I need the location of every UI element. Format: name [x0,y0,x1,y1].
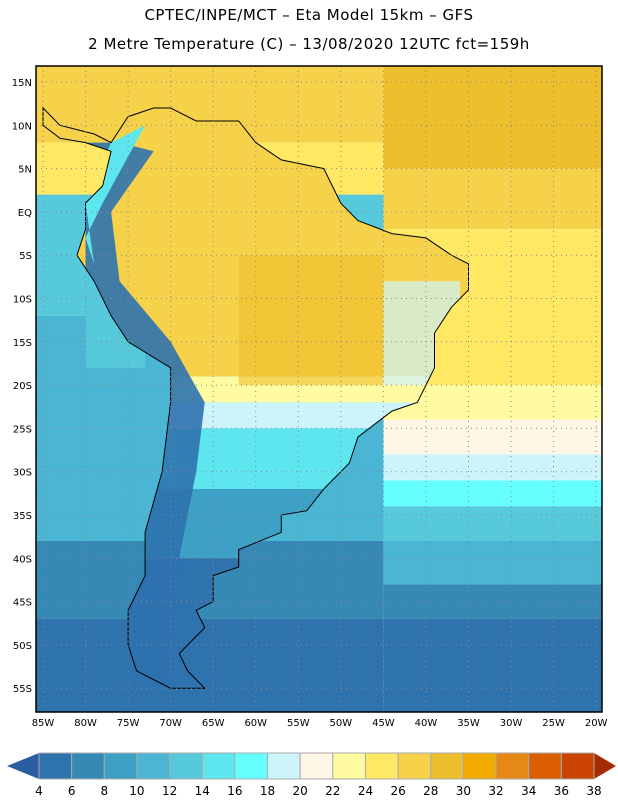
latitude-label: 15N [12,78,32,89]
longitude-label: 30W [500,718,523,729]
colorbar-label: 32 [488,784,503,798]
colorbar-swatch [136,752,171,780]
longitude-label: 60W [244,718,267,729]
longitude-label: 70W [159,718,182,729]
colorbar-swatch [299,752,334,780]
longitude-label: 25W [542,718,565,729]
colorbar-swatch [560,752,595,780]
colorbar-swatch [430,752,464,780]
latitude-label: 10S [13,295,32,306]
colorbar-label: 10 [129,784,144,798]
colorbar-label: 22 [325,784,340,798]
colorbar-label: 6 [68,784,76,798]
pacific-temp-band [36,618,384,712]
colorbar-swatch [462,752,497,780]
longitude-label: 45W [372,718,395,729]
longitude-label: 50W [330,718,353,729]
latitude-label: 15S [13,338,32,349]
colorbar-label: 30 [456,784,471,798]
colorbar-label: 8 [100,784,108,798]
colorbar-label: 20 [293,784,308,798]
colorbar-label: 36 [554,784,569,798]
latitude-label: 40S [13,554,32,565]
atlantic-temp-band [383,66,602,169]
longitude-label: 75W [117,718,140,729]
latitude-label: 55S [13,684,32,695]
colorbar-swatch [38,752,73,780]
longitude-label: 20W [585,718,608,729]
colorbar-swatch [364,752,399,780]
colorbar-label: 18 [260,784,275,798]
colorbar-swatch [71,752,105,780]
central-warm-zone [238,255,384,386]
atlantic-temp-band [383,584,602,619]
atlantic-temp-band [383,480,602,507]
title-variable: 2 Metre Temperature (C) – 13/08/2020 12U… [88,35,530,53]
coastline [42,106,469,689]
colorbar-swatch [169,752,203,780]
colorbar: 4 6 8 10 12 14 16 18 20 22 24 26 28 30 32 34 36 38 [7,752,616,798]
latitude-label: 5N [18,165,32,176]
northern-andes-cool-zone [85,125,146,264]
map-frame [35,65,603,713]
colorbar-swatch [267,752,301,780]
longitude-label: 65W [202,718,225,729]
colorbar-swatch [495,752,530,780]
atlantic-temp-band [383,540,602,585]
colorbar-label: 12 [162,784,177,798]
latitude-label: 20S [13,381,32,392]
longitude-label: 40W [415,718,438,729]
colorbar-label: 38 [586,784,601,798]
latitude-label: 35S [13,511,32,522]
longitude-label: 80W [74,718,97,729]
longitude-label: 55W [287,718,310,729]
latitude-label: 45S [13,598,32,609]
atlantic-temp-band [383,506,602,541]
colorbar-label: 24 [358,784,373,798]
colorbar-swatch [528,752,562,780]
colorbar-swatch [234,752,269,780]
latitude-label: 5S [19,251,32,262]
latitude-label: EQ [18,208,32,219]
colorbar-swatch [397,752,432,780]
title-source: CPTEC/INPE/MCT – Eta Model 15km – GFS [144,6,474,24]
colorbar-swatch [103,752,138,780]
colorbar-label: 34 [521,784,536,798]
latitude-label: 30S [13,468,32,479]
atlantic-temp-band [383,419,602,455]
longitude-label: 35W [457,718,480,729]
colorbar-over-arrow [594,753,616,779]
latitude-label: 10N [12,121,32,132]
colorbar-label: 4 [35,784,43,798]
colorbar-swatch [332,752,366,780]
atlantic-temp-band [383,454,602,481]
latitude-label: 50S [13,641,32,652]
colorbar-swatch [201,752,236,780]
atlantic-temp-band [383,168,602,230]
longitude-label: 85W [32,718,55,729]
colorbar-label: 14 [195,784,210,798]
colorbar-label: 16 [227,784,242,798]
colorbar-label: 28 [423,784,438,798]
colorbar-under-arrow [7,753,39,779]
colorbar-label: 26 [390,784,405,798]
atlantic-temp-band [383,618,602,712]
latitude-label: 25S [13,424,32,435]
